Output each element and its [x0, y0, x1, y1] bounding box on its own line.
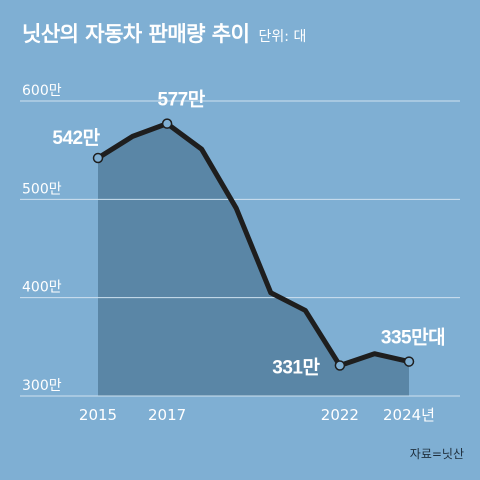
x-tick-label: 2017	[148, 406, 186, 424]
source-note: 자료=닛산	[409, 447, 464, 461]
x-tick-label: 2022	[321, 406, 359, 424]
x-tick-label: 2015	[79, 406, 117, 424]
y-tick-label: 300만	[22, 378, 62, 394]
area-fill	[98, 123, 409, 396]
data-marker	[334, 360, 346, 371]
chart-title: 닛산의 자동차 판매량 추이	[22, 22, 250, 46]
data-label: 331만	[272, 357, 320, 379]
series-line	[95, 121, 412, 369]
chart-header: 닛산의 자동차 판매량 추이 단위: 대	[22, 18, 306, 48]
unit-label: 단위: 대	[258, 29, 307, 45]
data-label: 542만	[52, 127, 100, 149]
y-tick-label: 600만	[22, 83, 62, 99]
y-tick-label: 500만	[22, 181, 62, 197]
data-marker	[403, 356, 415, 367]
data-marker	[92, 152, 104, 164]
x-tick-label: 2024년	[383, 406, 435, 424]
data-label: 577만	[158, 89, 206, 111]
data-label: 335만대	[381, 327, 445, 349]
y-tick-label: 400만	[22, 280, 62, 296]
data-marker	[161, 118, 173, 129]
